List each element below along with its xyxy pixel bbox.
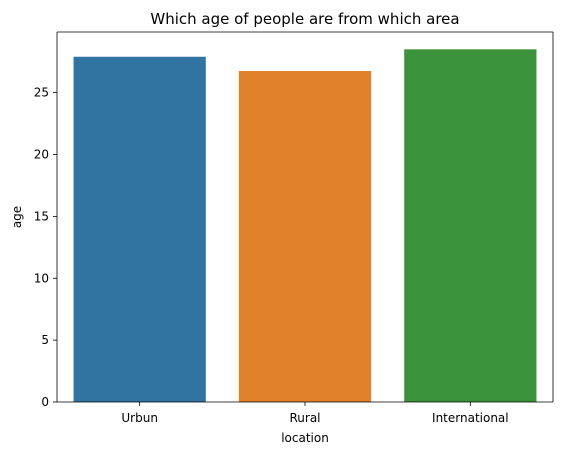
x-tick-label: Rural [289, 411, 320, 425]
bar-international [404, 49, 537, 403]
y-tick-label: 15 [34, 209, 49, 223]
x-tick-label: International [432, 411, 509, 425]
y-tick-label: 0 [41, 395, 49, 409]
bars-group [73, 49, 537, 403]
y-axis-ticks: 0 5 10 15 20 25 [34, 86, 57, 409]
x-axis-label: location [281, 431, 329, 445]
y-tick-label: 25 [34, 86, 49, 100]
y-tick-label: 20 [34, 148, 49, 162]
bar-rural [238, 70, 372, 403]
x-axis-ticks: Urbun Rural International [121, 402, 509, 425]
chart-title: Which age of people are from which area [150, 10, 459, 28]
y-axis-label: age [10, 206, 24, 228]
bar-urbun [73, 56, 206, 402]
x-tick-label: Urbun [121, 411, 158, 425]
y-tick-label: 5 [41, 333, 49, 347]
y-tick-label: 10 [34, 271, 49, 285]
